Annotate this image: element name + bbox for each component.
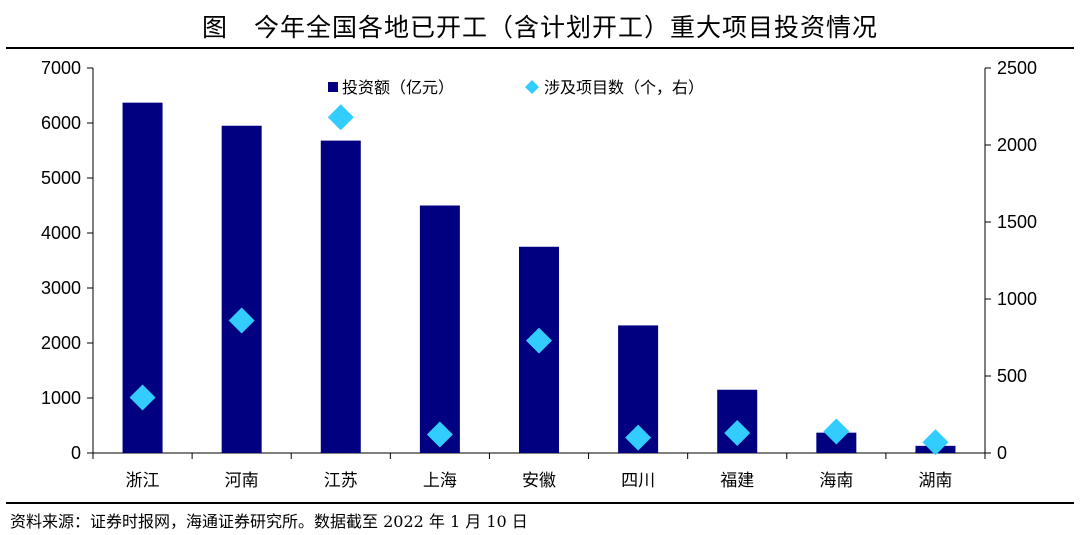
scatter-point: [327, 104, 354, 131]
source-note: 资料来源：证券时报网，海通证券研究所。数据截至 2022 年 1 月 10 日: [10, 512, 528, 531]
legend-label-bar: 投资额（亿元）: [342, 78, 454, 97]
title-rule: [6, 47, 1074, 49]
y-left-tick-label: 4000: [41, 223, 81, 243]
x-tick-label: 河南: [225, 471, 259, 491]
y-left-tick-label: 5000: [41, 168, 81, 188]
scatter-point: [625, 424, 652, 451]
y-left-tick-label: 6000: [41, 113, 81, 133]
scatter-point: [823, 418, 850, 445]
bar: [221, 125, 262, 453]
y-right-tick-label: 0: [997, 443, 1007, 463]
scatter-point: [426, 421, 453, 448]
y-left-tick-label: 3000: [41, 278, 81, 298]
x-tick-label: 湖南: [918, 471, 952, 491]
bar: [320, 140, 361, 453]
scatter-point: [526, 327, 552, 354]
chart-title: 图 今年全国各地已开工（含计划开工）重大项目投资情况: [201, 13, 878, 42]
scatter-point: [724, 419, 751, 446]
chart-canvas: 0 1000 2000 3000 4000 5000 6000 7000 0 500 1000 150…: [41, 58, 1037, 491]
x-tick-label: 海南: [819, 471, 853, 491]
legend-swatch-bar: [328, 82, 338, 92]
y-left-tick-label: 7000: [41, 58, 81, 78]
x-tick-label: 上海: [423, 471, 457, 491]
y-right-tick-label: 1000: [997, 289, 1037, 309]
x-tick-label: 安徽: [522, 471, 556, 491]
y-right-tick-label: 1500: [997, 212, 1037, 232]
scatter-point: [129, 384, 156, 411]
scatter-point: [228, 307, 255, 334]
bar: [419, 205, 460, 453]
y-left-tick-label: 1000: [41, 388, 81, 408]
legend-label-diamond: 涉及项目数（个，右）: [544, 78, 704, 97]
y-right-tick-label: 500: [997, 366, 1027, 386]
y-right-tick-label: 2000: [997, 135, 1037, 155]
y-right-tick-label: 2500: [997, 58, 1037, 78]
footer-rule: [6, 502, 1074, 504]
scatter-point: [922, 429, 949, 456]
x-tick-label: 浙江: [126, 471, 160, 491]
scatter-series: [129, 104, 949, 456]
axes: 0 1000 2000 3000 4000 5000 6000 7000 0 500 1000 150…: [41, 58, 1037, 491]
y-left-tick-label: 0: [71, 443, 81, 463]
x-tick-label: 江苏: [324, 471, 358, 491]
y-left-tick-label: 2000: [41, 333, 81, 353]
x-tick-label: 福建: [720, 471, 754, 491]
legend: 投资额（亿元） 涉及项目数（个，右）: [328, 78, 704, 97]
x-tick-label: 四川: [621, 471, 655, 491]
bar-series: [122, 102, 956, 454]
legend-swatch-diamond: [525, 80, 539, 94]
